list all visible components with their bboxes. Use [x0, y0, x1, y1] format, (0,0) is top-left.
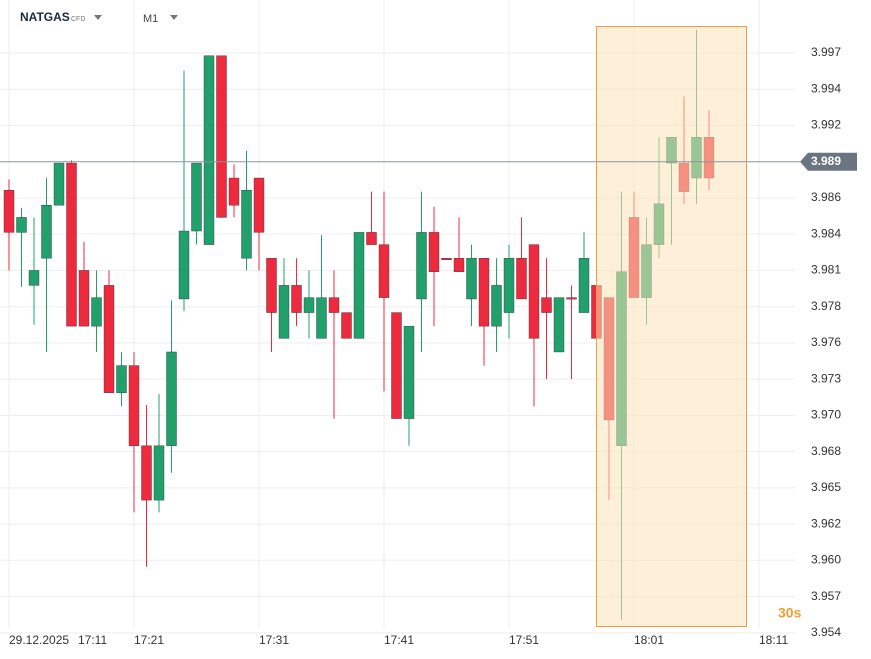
timeframe[interactable]: M1: [143, 13, 158, 25]
candle-body: [378, 244, 390, 298]
symbol[interactable]: NATGAS: [20, 10, 70, 24]
candle-body: [78, 270, 90, 327]
y-tick-label: 3.984: [811, 226, 841, 240]
candle-body: [66, 162, 77, 327]
candle-body: [16, 217, 27, 233]
x-tick-label: 17:51: [509, 633, 539, 647]
x-tick-label: 17:41: [384, 633, 414, 647]
candle-body: [41, 205, 52, 259]
candle-body: [428, 232, 440, 272]
candle-body: [303, 297, 315, 313]
y-tick-label: 3.968: [811, 444, 841, 458]
candle-body: [128, 365, 140, 446]
candle-body: [178, 230, 190, 300]
candle-body: [228, 177, 240, 206]
y-tick-label: 3.965: [811, 480, 841, 494]
overlay: 3.997 3.994 3.992 3.986 3.984 3.981 3.978 3.976…: [0, 45, 857, 647]
candle-body: [141, 445, 152, 501]
candle-body: [503, 258, 515, 313]
candle-body: [528, 244, 540, 339]
candle-body: [153, 445, 165, 501]
x-tick-label: 17:21: [134, 633, 164, 647]
current-price-label: 3.989: [811, 154, 841, 168]
candle-body: [266, 258, 277, 313]
candle-body: [53, 162, 65, 206]
x-tick-label: 17:11: [78, 633, 107, 647]
candle-body: [416, 232, 427, 300]
current-price-tag: [800, 152, 857, 171]
candle-body: [3, 190, 15, 233]
candle-body: [466, 258, 477, 300]
candle-body: [166, 351, 177, 446]
y-tick-label: 3.970: [811, 408, 841, 422]
candle-body: [553, 297, 565, 353]
candle-body: [216, 55, 227, 218]
candle-body: [366, 232, 377, 245]
y-tick-label: 3.954: [811, 625, 841, 639]
candle-body: [541, 297, 552, 313]
y-tick-label: 3.994: [811, 81, 841, 95]
candle-body: [253, 177, 265, 233]
y-tick-label: 3.957: [811, 589, 841, 603]
candle-body: [441, 258, 452, 260]
y-tick-label: 3.962: [811, 516, 841, 530]
y-tick-label: 3.992: [811, 118, 841, 132]
y-tick-label: 3.976: [811, 335, 841, 349]
candle-body: [191, 162, 202, 232]
candle-body: [91, 297, 102, 327]
candle-body: [328, 297, 340, 313]
candle-body: [353, 232, 365, 339]
x-tick-label: 18:11: [759, 633, 788, 647]
y-tick-label: 3.978: [811, 299, 841, 313]
y-tick-label: 3.960: [811, 552, 841, 566]
candle-body: [391, 312, 402, 419]
candle-body: [116, 365, 127, 393]
y-tick-label: 3.981: [811, 263, 841, 277]
instrument-type: CFD: [71, 16, 85, 23]
y-tick-label: 3.986: [811, 190, 841, 204]
candle-body: [491, 285, 502, 327]
candle-body: [403, 325, 415, 419]
candle-body: [453, 258, 465, 272]
candle-body: [478, 258, 490, 327]
candle-body: [241, 190, 252, 259]
y-tick-label: 3.997: [811, 45, 841, 59]
timeframe-dropdown[interactable]: [170, 15, 178, 20]
candle-body: [203, 55, 215, 245]
candle-body: [578, 258, 590, 313]
y-tick-label: 3.973: [811, 371, 841, 385]
x-date-label: 29.12.2025: [9, 633, 69, 647]
candle-body: [28, 270, 40, 286]
x-tick-label: 17:31: [259, 633, 289, 647]
highlight-box: [596, 26, 747, 627]
candle-body: [103, 285, 115, 393]
candle-body: [566, 297, 577, 300]
symbol-dropdown[interactable]: [94, 15, 102, 20]
candle-body: [516, 258, 527, 300]
candle-body: [291, 285, 302, 313]
candle-body: [278, 285, 290, 339]
candle-body: [316, 297, 327, 339]
x-tick-label: 18:01: [634, 633, 664, 647]
candle-body: [341, 312, 352, 339]
countdown: 30s: [778, 605, 802, 621]
